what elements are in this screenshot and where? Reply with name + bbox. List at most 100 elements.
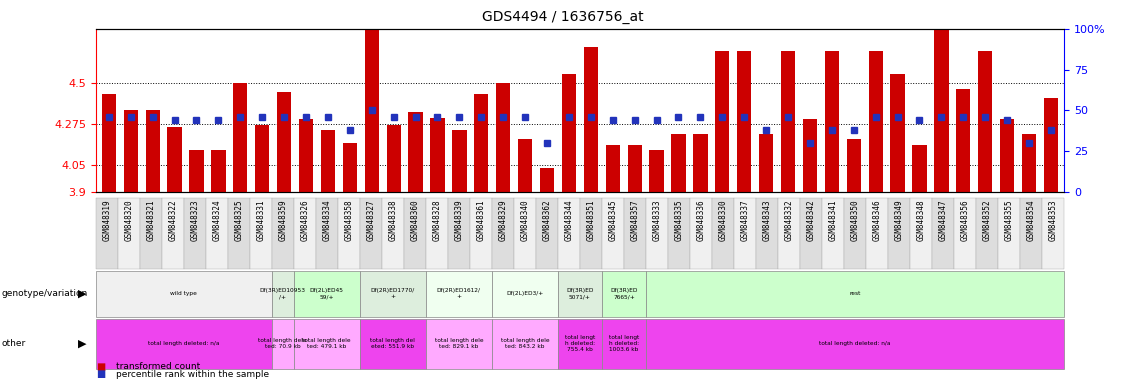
Bar bbox=[518, 139, 533, 192]
Text: GSM848340: GSM848340 bbox=[520, 199, 529, 240]
Text: GSM848359: GSM848359 bbox=[278, 199, 287, 240]
Bar bbox=[101, 94, 116, 192]
Text: Df(2R)ED1770/
+: Df(2R)ED1770/ + bbox=[370, 288, 415, 299]
Text: GSM848345: GSM848345 bbox=[608, 199, 617, 240]
Bar bbox=[539, 169, 554, 192]
Text: total length del
eted: 551.9 kb: total length del eted: 551.9 kb bbox=[370, 338, 415, 349]
Bar bbox=[298, 119, 313, 192]
Text: GSM848332: GSM848332 bbox=[785, 199, 794, 240]
Text: GSM848326: GSM848326 bbox=[301, 199, 310, 240]
Text: GSM848355: GSM848355 bbox=[1004, 199, 1013, 240]
Text: GSM848342: GSM848342 bbox=[806, 199, 815, 240]
Bar bbox=[497, 83, 510, 192]
Text: GSM848336: GSM848336 bbox=[697, 199, 705, 240]
Text: total lengt
h deleted:
1003.6 kb: total lengt h deleted: 1003.6 kb bbox=[609, 335, 640, 352]
Bar bbox=[715, 51, 730, 192]
Bar bbox=[891, 74, 904, 192]
Bar bbox=[694, 134, 707, 192]
Text: GSM848327: GSM848327 bbox=[366, 199, 375, 240]
Bar bbox=[386, 125, 401, 192]
Text: Df(3R)ED
7665/+: Df(3R)ED 7665/+ bbox=[610, 288, 637, 299]
Bar bbox=[956, 89, 971, 192]
Text: GSM848324: GSM848324 bbox=[213, 199, 221, 240]
Text: total length deleted: n/a: total length deleted: n/a bbox=[820, 341, 891, 346]
Text: GSM848358: GSM848358 bbox=[345, 199, 354, 240]
Text: percentile rank within the sample: percentile rank within the sample bbox=[116, 370, 269, 379]
Bar bbox=[189, 150, 204, 192]
Text: total length dele
ted: 479.1 kb: total length dele ted: 479.1 kb bbox=[303, 338, 351, 349]
Bar bbox=[606, 145, 620, 192]
Text: GSM848346: GSM848346 bbox=[873, 199, 882, 240]
Text: GSM848330: GSM848330 bbox=[718, 199, 727, 240]
Bar bbox=[1000, 119, 1015, 192]
Text: GSM848351: GSM848351 bbox=[587, 199, 596, 240]
Text: GSM848321: GSM848321 bbox=[146, 199, 155, 240]
Text: GSM848344: GSM848344 bbox=[564, 199, 573, 240]
Bar bbox=[256, 125, 269, 192]
Text: GSM848362: GSM848362 bbox=[543, 199, 552, 240]
Bar bbox=[868, 51, 883, 192]
Text: Df(3R)ED10953
/+: Df(3R)ED10953 /+ bbox=[260, 288, 306, 299]
Bar bbox=[562, 74, 577, 192]
Bar bbox=[824, 51, 839, 192]
Bar bbox=[583, 47, 598, 192]
Text: total length deleted: n/a: total length deleted: n/a bbox=[148, 341, 220, 346]
Text: GSM848357: GSM848357 bbox=[631, 199, 640, 240]
Text: GSM848341: GSM848341 bbox=[829, 199, 838, 240]
Text: Df(3R)ED
5071/+: Df(3R)ED 5071/+ bbox=[566, 288, 593, 299]
Text: GSM848325: GSM848325 bbox=[234, 199, 243, 240]
Text: ▶: ▶ bbox=[78, 339, 87, 349]
Bar bbox=[124, 110, 137, 192]
Text: GSM848331: GSM848331 bbox=[257, 199, 266, 240]
Text: GSM848337: GSM848337 bbox=[741, 199, 750, 240]
Bar bbox=[803, 119, 817, 192]
Text: GSM848333: GSM848333 bbox=[652, 199, 661, 240]
Bar bbox=[321, 130, 336, 192]
Text: rest: rest bbox=[849, 291, 860, 296]
Text: ■: ■ bbox=[96, 369, 105, 379]
Text: GDS4494 / 1636756_at: GDS4494 / 1636756_at bbox=[482, 10, 644, 23]
Bar bbox=[277, 92, 292, 192]
Text: ■: ■ bbox=[96, 362, 105, 372]
Bar bbox=[212, 150, 225, 192]
Text: GSM848339: GSM848339 bbox=[455, 199, 463, 240]
Bar bbox=[738, 51, 751, 192]
Bar bbox=[650, 150, 663, 192]
Bar bbox=[233, 83, 248, 192]
Text: GSM848348: GSM848348 bbox=[917, 199, 926, 240]
Text: GSM848329: GSM848329 bbox=[499, 199, 508, 240]
Bar bbox=[474, 94, 489, 192]
Text: Df(2R)ED1612/
+: Df(2R)ED1612/ + bbox=[437, 288, 481, 299]
Text: GSM848338: GSM848338 bbox=[388, 199, 397, 240]
Bar bbox=[145, 110, 160, 192]
Text: GSM848334: GSM848334 bbox=[322, 199, 331, 240]
Text: GSM848360: GSM848360 bbox=[410, 199, 419, 240]
Text: GSM848319: GSM848319 bbox=[102, 199, 111, 240]
Text: total length dele
ted: 70.9 kb: total length dele ted: 70.9 kb bbox=[259, 338, 307, 349]
Text: GSM848361: GSM848361 bbox=[476, 199, 485, 240]
Text: GSM848354: GSM848354 bbox=[1027, 199, 1036, 240]
Text: GSM848349: GSM848349 bbox=[894, 199, 903, 240]
Bar bbox=[453, 130, 466, 192]
Bar bbox=[912, 145, 927, 192]
Text: GSM848356: GSM848356 bbox=[960, 199, 969, 240]
Bar bbox=[978, 51, 992, 192]
Text: total length dele
ted: 829.1 kb: total length dele ted: 829.1 kb bbox=[435, 338, 483, 349]
Text: GSM848328: GSM848328 bbox=[432, 199, 441, 240]
Bar bbox=[365, 29, 378, 192]
Text: other: other bbox=[1, 339, 26, 348]
Text: GSM848353: GSM848353 bbox=[1048, 199, 1057, 240]
Text: total length dele
ted: 843.2 kb: total length dele ted: 843.2 kb bbox=[501, 338, 549, 349]
Bar bbox=[1044, 98, 1058, 192]
Text: GSM848320: GSM848320 bbox=[124, 199, 133, 240]
Text: genotype/variation: genotype/variation bbox=[1, 289, 88, 298]
Text: GSM848323: GSM848323 bbox=[190, 199, 199, 240]
Text: GSM848335: GSM848335 bbox=[674, 199, 683, 240]
Text: GSM848343: GSM848343 bbox=[762, 199, 771, 240]
Bar bbox=[671, 134, 686, 192]
Bar bbox=[847, 139, 861, 192]
Bar bbox=[627, 145, 642, 192]
Bar bbox=[342, 143, 357, 192]
Bar bbox=[168, 127, 181, 192]
Text: ▶: ▶ bbox=[78, 289, 87, 299]
